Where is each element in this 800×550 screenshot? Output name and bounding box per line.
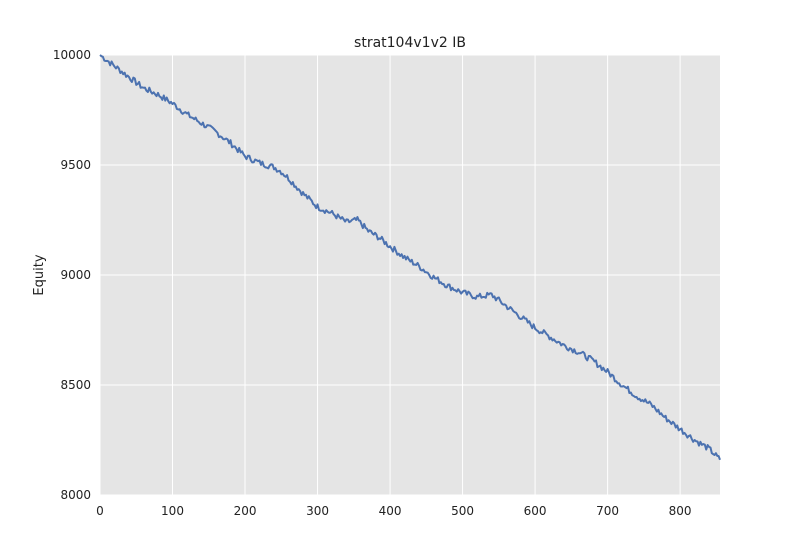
equity-series-line	[99, 54, 721, 461]
chart-title: strat104v1v2 IB	[354, 35, 466, 51]
y-axis-ticks: 8000 8500 9000 9500 10000	[53, 48, 91, 502]
x-tick-label: 600	[524, 504, 547, 518]
y-tick-label: 8500	[60, 378, 91, 392]
x-tick-label: 0	[96, 504, 104, 518]
y-tick-label: 9500	[60, 158, 91, 172]
y-axis-label: Equity	[32, 254, 47, 295]
x-axis-ticks: 0 100 200 300 400 500 600 700 800	[96, 504, 691, 518]
y-tick-label: 8000	[60, 488, 91, 502]
grid-lines	[99, 54, 720, 496]
x-tick-label: 400	[379, 504, 402, 518]
x-tick-label: 500	[451, 504, 474, 518]
x-tick-label: 200	[234, 504, 257, 518]
x-tick-label: 100	[161, 504, 184, 518]
x-tick-label: 700	[596, 504, 619, 518]
x-tick-label: 300	[306, 504, 329, 518]
y-tick-label: 9000	[60, 268, 91, 282]
y-tick-label: 10000	[53, 48, 91, 62]
x-tick-label: 800	[669, 504, 692, 518]
